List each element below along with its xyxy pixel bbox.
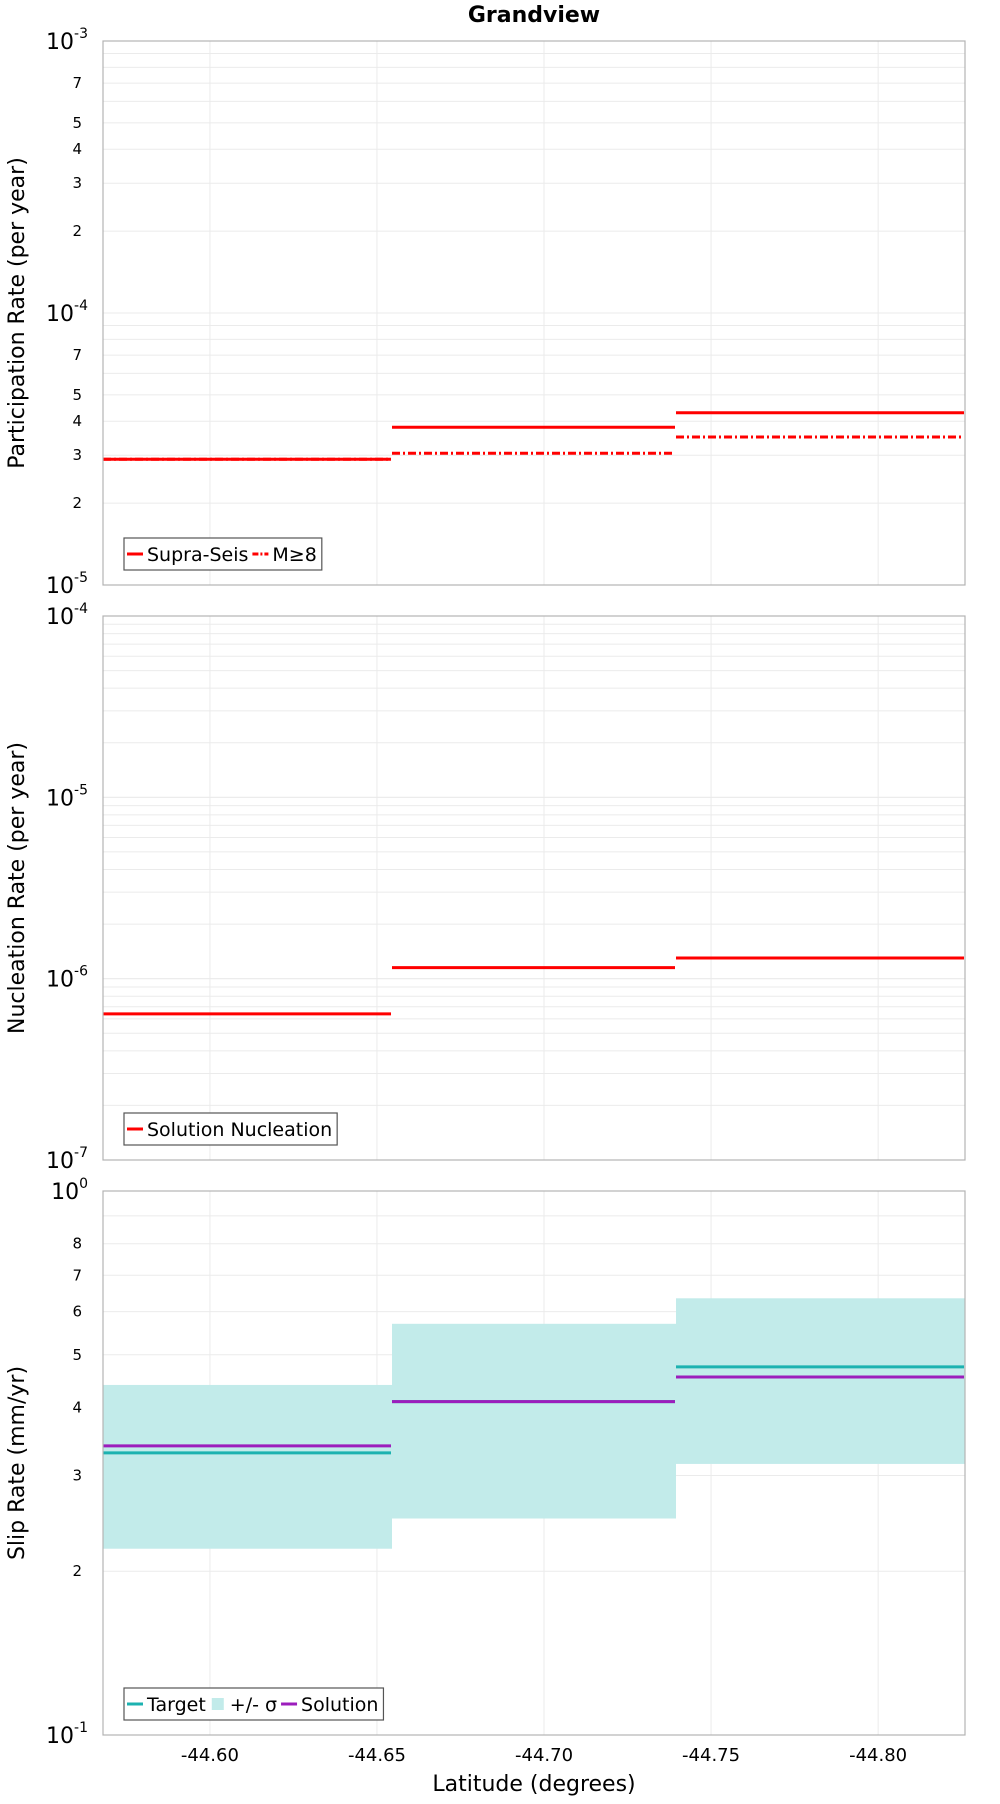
tick-exponent: -7 (74, 1145, 88, 1161)
legend-label: +/- σ (230, 1694, 277, 1716)
y-tick-label: 10-1 (46, 1720, 88, 1749)
y-tick-label: 10-4 (46, 298, 88, 327)
legend-label: Supra-Seis (147, 544, 248, 566)
y-tick-label: 10-3 (46, 26, 88, 55)
plot-frame (102, 615, 966, 1161)
x-tick-label: -44.60 (181, 1745, 239, 1766)
series-m-8 (103, 435, 964, 461)
y-minor-tick-label: 7 (72, 1266, 82, 1284)
legend-box (123, 1112, 338, 1146)
y-tick-label: 10-4 (46, 601, 88, 630)
legend: Supra-Seis M≥8 (123, 537, 323, 571)
y-tick-labels: 10-710-610-510-4 (46, 601, 88, 1174)
x-tick-label: -44.65 (348, 1745, 406, 1766)
tick-exponent: -5 (74, 782, 88, 798)
tick-base: 10 (46, 968, 74, 993)
tick-exponent: -4 (74, 601, 88, 617)
tick-exponent: -1 (74, 1720, 88, 1736)
y-tick-label: 10-5 (46, 782, 88, 811)
x-gridlines (209, 41, 879, 585)
band-segment (675, 1298, 965, 1464)
y-tick-label: 10-7 (46, 1145, 88, 1174)
band-series (103, 1298, 965, 1549)
tick-exponent: -3 (74, 26, 88, 42)
legend-label: M≥8 (272, 544, 316, 566)
tick-base: 10 (46, 1724, 74, 1749)
y-minor-tick-label: 7 (72, 74, 82, 92)
legend-swatch (211, 1698, 224, 1710)
tick-exponent: 0 (79, 1176, 88, 1192)
tick-base: 10 (46, 574, 74, 599)
legend: Target +/- σ Solution (123, 1687, 385, 1721)
chart-title: Grandview (468, 3, 600, 28)
y-tick-label: 100 (51, 1176, 88, 1205)
tick-base: 10 (46, 1149, 74, 1174)
series-solution-nucleation (103, 956, 964, 1016)
tick-exponent: -4 (74, 298, 88, 314)
tick-exponent: -5 (74, 570, 88, 586)
y-minor-tick-label: 7 (72, 346, 82, 364)
y-axis-label: Nucleation Rate (per year) (5, 742, 30, 1034)
y-minor-tick-label: 3 (72, 174, 82, 192)
series-solution (103, 1375, 964, 1448)
legend-box (123, 537, 323, 571)
x-axis-label: Latitude (degrees) (432, 1772, 635, 1797)
y-minor-tick-label: 8 (72, 1235, 82, 1253)
y-tick-label: 10-5 (46, 570, 88, 599)
y-tick-label: 10-6 (46, 964, 88, 993)
legend: Solution Nucleation (123, 1112, 338, 1146)
tick-base: 10 (46, 605, 74, 630)
y-minor-tick-label: 5 (72, 114, 82, 132)
y-minor-tick-label: 4 (72, 1398, 82, 1416)
plot-frame (102, 40, 966, 586)
y-minor-tick-label: 4 (72, 412, 82, 430)
band-segment (392, 1323, 676, 1519)
plot-area (103, 616, 965, 1160)
y-minor-tick-label: 3 (72, 1466, 82, 1484)
x-tick-label: -44.75 (682, 1745, 740, 1766)
tick-base: 10 (51, 1180, 79, 1205)
x-tick-label: -44.80 (849, 1745, 907, 1766)
tick-base: 10 (46, 786, 74, 811)
legend-label: Solution Nucleation (147, 1119, 332, 1141)
y-minor-tick-label: 6 (72, 1303, 82, 1321)
x-tick-label: -44.70 (515, 1745, 573, 1766)
y-minor-tick-label: 2 (72, 494, 82, 512)
plot-frame (102, 1190, 966, 1736)
y-minor-tick-label: 2 (72, 222, 82, 240)
y-gridlines (103, 40, 965, 586)
tick-base: 10 (46, 302, 74, 327)
y-minor-tick-label: 4 (72, 140, 82, 158)
band-segment (103, 1384, 393, 1549)
y-minor-tick-label: 2 (72, 1562, 82, 1580)
y-axis-label: Participation Rate (per year) (5, 157, 30, 469)
x-tick-labels: -44.60 -44.65 -44.70 -44.75 -44.80 (181, 1745, 907, 1766)
legend-box (123, 1687, 385, 1721)
y-minor-tick-label: 3 (72, 446, 82, 464)
y-minor-tick-label: 5 (72, 386, 82, 404)
y-axis-label: Slip Rate (mm/yr) (5, 1366, 30, 1560)
legend-label: Target (146, 1694, 206, 1716)
legend-label: Solution (301, 1694, 378, 1716)
y-minor-tick-label: 5 (72, 1346, 82, 1364)
tick-base: 10 (46, 30, 74, 55)
x-gridlines (209, 616, 879, 1160)
tick-exponent: -6 (74, 964, 88, 980)
